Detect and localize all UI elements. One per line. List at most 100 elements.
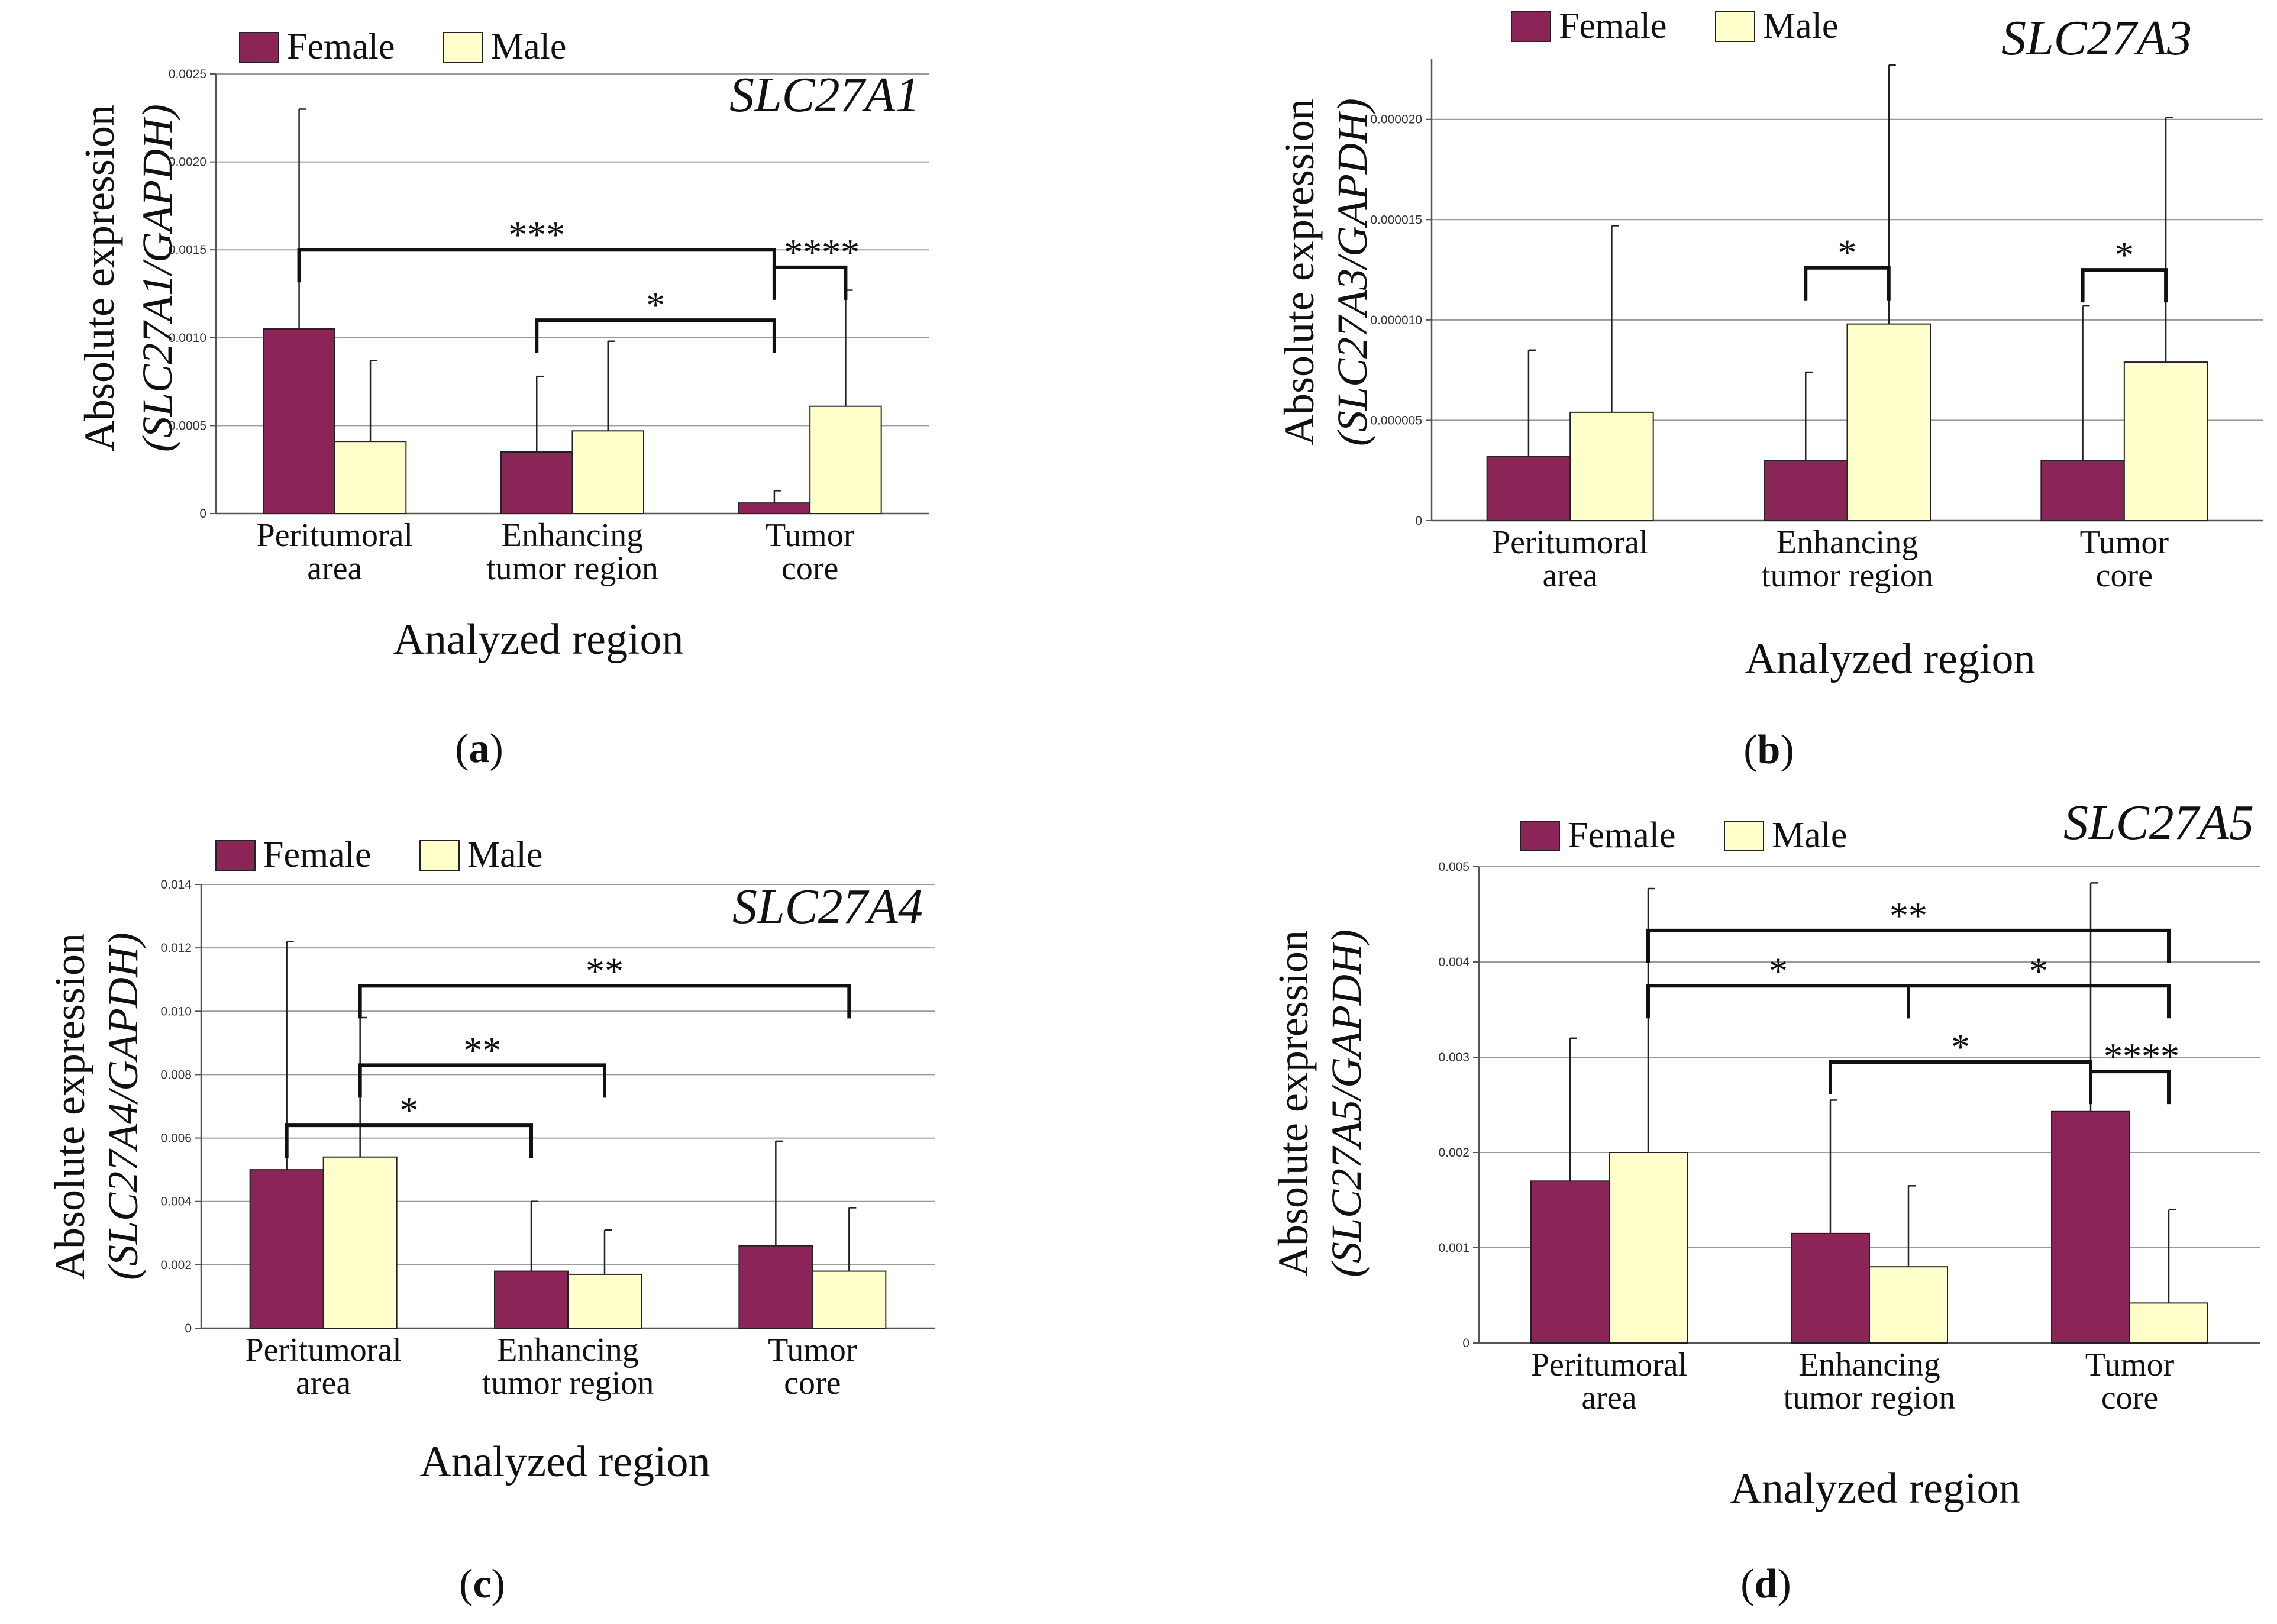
bar-female [1530,1180,1610,1344]
significance-bracket [358,984,851,1019]
gene-label: SLC27A5 [2063,795,2254,850]
significance-bracket [358,1063,606,1098]
significance-label: * [1838,232,1857,274]
category-label: Peritumoral area [257,517,413,587]
chart-panel-a: 00.00050.00100.00150.00200.0025********P… [76,27,929,771]
category-label: Enhancing tumor region [486,517,658,587]
bar-female [738,502,811,515]
significance-bracket [2081,268,2168,303]
y-axis-label: Absolute expression [1270,930,1317,1277]
significance-bracket [2089,1070,2171,1105]
category-label: Enhancing tumor region [1784,1347,1956,1416]
y-axis-label: Absolute expression [76,105,123,451]
bar-female [1791,1232,1870,1344]
legend-swatch-male [443,32,483,63]
bar-female [1486,456,1571,522]
y-tick-label: 0 [1415,514,1422,528]
significance-label: * [2115,234,2134,276]
bar-male [812,1270,887,1329]
significance-label: *** [508,214,565,256]
y-tick-label: 0.0010 [169,331,206,345]
y-tick-label: 0 [185,1322,192,1335]
bar-female [263,328,335,514]
bar-male [2129,1302,2208,1344]
panel-label: (d) [1740,1561,1791,1607]
category-label: Peritumoral area [1531,1347,1687,1416]
significance-label: * [2029,950,2048,992]
y-tick-label: 0 [1462,1336,1469,1350]
y-tick-label: 0.001 [1438,1241,1469,1255]
legend-label-female: Female [1568,815,1676,855]
bar-male [322,1156,398,1329]
y-axis-label: Absolute expression [46,933,93,1280]
y-tick-label: 0.004 [160,1195,192,1209]
y-tick-label: 0.008 [160,1068,192,1081]
legend: Female Male [1511,6,1838,46]
y-axis-label: Absolute expression [1275,99,1323,445]
bar-female [494,1270,569,1329]
bar-female [500,451,573,514]
chart-panel-b: 0 0.000005 0.000010 0.000015 0.000020 * * Perit… [1275,6,2263,773]
bar-male [1569,411,1654,521]
gene-label: SLC27A3 [2001,11,2192,66]
legend-swatch-male [1724,821,1764,851]
y-tick-label: 0.004 [1438,955,1469,969]
legend: Female Male [239,27,566,67]
legend-label-male: Male [467,835,542,875]
bar-female [2040,460,2125,521]
significance-bracket [285,1123,533,1158]
bar-male [809,405,882,515]
y-tick-label: 0.0020 [169,156,206,169]
bar-male [567,1273,642,1329]
legend-swatch-female [239,32,279,63]
category-label: Tumor core [2085,1347,2175,1416]
legend-label-male: Male [1772,815,1847,855]
bar-female [1764,460,1848,521]
x-axis-label: Analyzed region [1730,1464,2020,1513]
significance-label: * [1769,950,1788,992]
bar-male [2123,361,2208,522]
y-tick-label: 0.003 [1438,1051,1469,1064]
significance-label: ** [586,950,624,992]
y-tick-label: 0.010 [160,1005,192,1018]
bar-male [571,430,644,514]
y-tick-label: 0 [199,507,206,521]
legend-swatch-female [215,840,256,871]
category-label: Tumor core [2080,524,2169,594]
category-label: Enhancing tumor region [1761,524,1933,594]
y-tick-label: 0.012 [160,941,192,955]
y-tick-label: 0.000015 [1370,213,1422,227]
significance-label: ** [463,1029,501,1071]
legend-swatch-female [1520,821,1560,851]
significance-label: **** [784,231,860,273]
y-axis-label: (SLC27A3/GAPDH) [1329,98,1376,446]
legend-label-female: Female [287,27,395,67]
category-label: Enhancing tumor region [482,1332,654,1402]
bar-female [738,1245,813,1329]
y-tick-label: 0.006 [160,1132,192,1145]
y-axis-label: (SLC27A4/GAPDH) [99,932,147,1280]
y-tick-label: 0.002 [1438,1146,1469,1160]
legend: Female Male [215,835,542,875]
y-tick-label: 0.005 [1438,860,1469,874]
significance-bracket [1907,984,2171,1019]
y-tick-label: 0.000020 [1370,113,1422,127]
significance-bracket [1646,928,2171,963]
y-tick-label: 0.000005 [1370,414,1422,427]
significance-label: * [1951,1026,1970,1068]
y-tick-label: 0.0025 [169,67,206,81]
x-axis-label: Analyzed region [393,615,683,664]
x-axis-label: Analyzed region [419,1438,710,1486]
y-tick-label: 0.002 [160,1258,192,1272]
legend-label-female: Female [1559,6,1667,46]
y-tick-label: 0.0005 [169,419,206,432]
panel-label: (a) [455,726,503,771]
panel-label: (b) [1743,727,1794,773]
legend-swatch-male [419,840,460,871]
significance-label: **** [2104,1035,2179,1077]
legend-label-female: Female [263,835,372,875]
significance-bracket [1804,266,1891,301]
gene-label: SLC27A1 [729,67,920,122]
significance-label: * [646,284,665,326]
